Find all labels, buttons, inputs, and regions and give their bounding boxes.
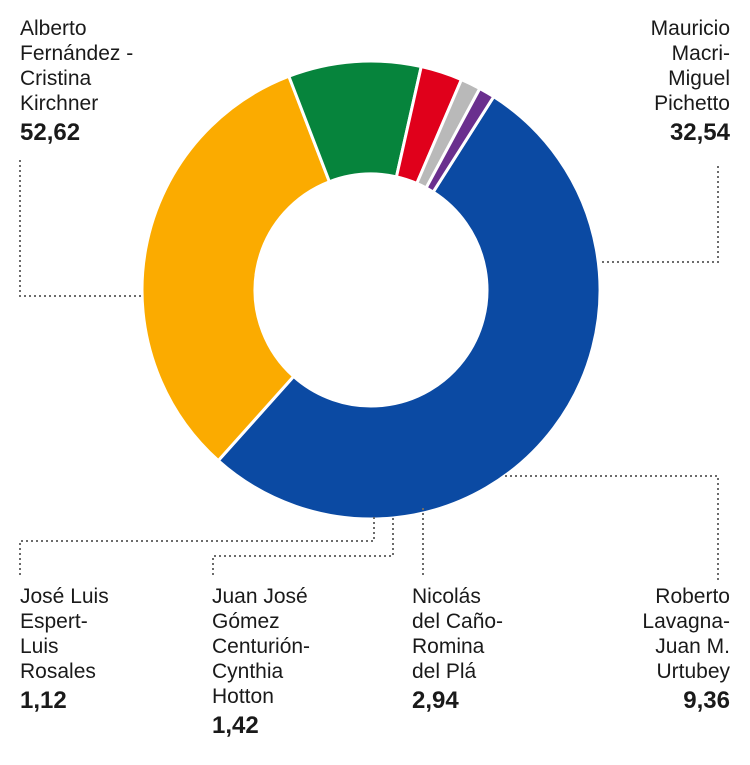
label-espert: José Luis Espert- Luis Rosales 1,12 <box>20 584 109 716</box>
leader-line-gomez-centurion <box>212 515 394 575</box>
label-fernandez-value: 52,62 <box>20 119 81 146</box>
label-gomez-centurion-value: 1,42 <box>212 712 259 739</box>
label-lavagna-value: 9,36 <box>683 687 730 714</box>
label-fernandez-name: Alberto Fernández - Cristina Kirchner <box>20 17 134 115</box>
label-del-cano-value: 2,94 <box>412 687 459 714</box>
label-espert-value: 1,12 <box>20 687 67 714</box>
label-del-cano: Nicolás del Caño- Romina del Plá 2,94 <box>412 584 503 716</box>
label-lavagna-name: Roberto Lavagna- Juan M. Urtubey <box>642 585 730 683</box>
label-macri-value: 32,54 <box>669 119 730 146</box>
leader-line-fernandez <box>19 160 142 297</box>
slice-espert <box>424 87 496 194</box>
label-macri: Mauricio Macri- Miguel Pichetto 32,54 <box>651 16 730 148</box>
label-del-cano-name: Nicolás del Caño- Romina del Plá <box>412 585 504 683</box>
leader-line-lavagna <box>504 475 719 580</box>
leader-line-espert <box>19 516 375 575</box>
label-fernandez: Alberto Fernández - Cristina Kirchner 52… <box>20 16 133 148</box>
label-gomez-centurion-name: Juan José Gómez Centurión- Cynthia Hotto… <box>212 585 311 708</box>
leader-lines <box>19 160 719 580</box>
label-macri-name: Mauricio Macri- Miguel Pichetto <box>650 17 730 115</box>
slice-fernandez <box>216 95 602 521</box>
label-lavagna: Roberto Lavagna- Juan M. Urtubey 9,36 <box>642 584 730 716</box>
slice-macri <box>140 74 331 463</box>
donut-slices <box>140 59 602 521</box>
label-espert-name: José Luis Espert- Luis Rosales <box>20 585 109 683</box>
label-gomez-centurion: Juan José Gómez Centurión- Cynthia Hotto… <box>212 584 310 741</box>
leader-line-macri <box>601 166 719 263</box>
